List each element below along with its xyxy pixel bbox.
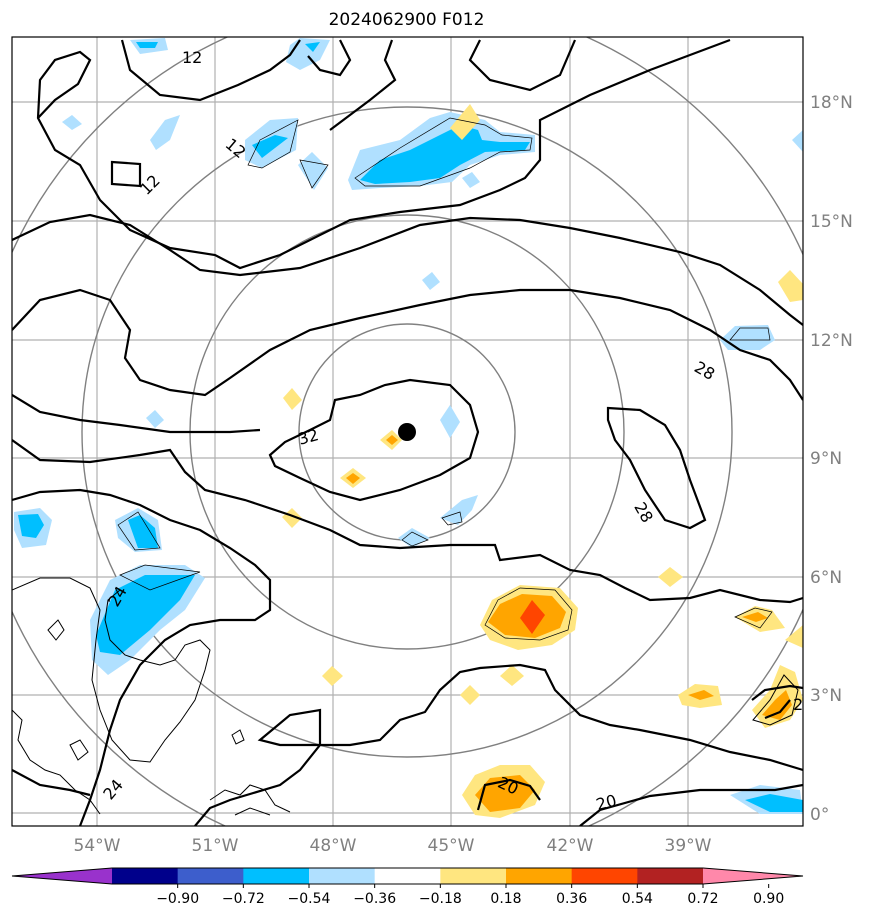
- colorbar-tick-label: 0.90: [753, 891, 784, 907]
- lat-tick-label: 9°N: [810, 449, 842, 469]
- colorbar-outline: [11, 867, 804, 885]
- storm-center-marker: [398, 423, 416, 441]
- colorbar-segment: [112, 868, 179, 884]
- lat-tick-label: 12°N: [810, 331, 853, 351]
- colorbar-segment: [637, 868, 704, 884]
- latitude-labels: 18°N 15°N 12°N 9°N 6°N 3°N 0°: [810, 93, 853, 825]
- contour-label: 32: [296, 425, 321, 449]
- lat-tick-label: 18°N: [810, 93, 853, 113]
- lon-tick-label: 54°W: [74, 836, 121, 856]
- colorbar-extend-low: [12, 868, 112, 884]
- colorbar-tick-label: 0.54: [622, 891, 653, 907]
- lat-tick-label: 15°N: [810, 212, 853, 232]
- longitude-labels: 54°W 51°W 48°W 45°W 42°W 39°W: [74, 836, 712, 856]
- lat-tick-label: 6°N: [810, 568, 842, 588]
- negative-areas: [14, 38, 803, 814]
- lon-tick-label: 39°W: [665, 836, 712, 856]
- colorbar-tick-label: −0.36: [353, 891, 396, 907]
- contour-label: 12: [182, 48, 202, 67]
- lon-tick-label: 45°W: [428, 836, 475, 856]
- colorbar-segment: [309, 868, 376, 884]
- positive-areas: [282, 104, 803, 818]
- coastlines: [12, 577, 291, 816]
- map-title: 2024062900 F012: [328, 10, 485, 30]
- colorbar-tick-label: −0.90: [156, 891, 199, 907]
- colorbar: −0.90 −0.72 −0.54 −0.36 −0.18 0.18 0.36 0.54 0.7…: [11, 867, 804, 907]
- lon-tick-label: 48°W: [310, 836, 357, 856]
- colorbar-segment: [506, 868, 573, 884]
- colorbar-segment: [374, 868, 441, 884]
- colorbar-segment: [440, 868, 507, 884]
- plot-frame: [11, 36, 804, 827]
- lat-tick-label: 3°N: [810, 686, 842, 706]
- shaded-field: [14, 38, 803, 818]
- lon-tick-label: 42°W: [547, 836, 594, 856]
- thin-contours: [117, 117, 773, 641]
- colorbar-tick-label: 0.72: [687, 891, 718, 907]
- colorbar-extend-high: [703, 868, 803, 884]
- contour-label: 28: [691, 357, 718, 384]
- map-plot-area: 12 12 12 32 28 28 24 24 20 20 2: [12, 37, 803, 826]
- colorbar-tick-label: −0.54: [288, 891, 331, 907]
- colorbar-tick-label: 0.18: [490, 891, 521, 907]
- colorbar-tick-label: −0.72: [222, 891, 265, 907]
- colorbar-tick-label: −0.18: [419, 891, 462, 907]
- colorbar-segment: [177, 868, 244, 884]
- colorbar-segment: [243, 868, 310, 884]
- small-coast-details: [752, 674, 799, 726]
- contour-label: 20: [594, 791, 619, 815]
- lat-tick-label: 0°: [810, 805, 829, 825]
- contour-label: 2: [793, 695, 803, 714]
- lon-tick-label: 51°W: [192, 836, 239, 856]
- contour-label: 24: [99, 776, 127, 804]
- colorbar-segment: [571, 868, 638, 884]
- contour-lines: [12, 38, 803, 826]
- colorbar-tick-label: 0.36: [556, 891, 587, 907]
